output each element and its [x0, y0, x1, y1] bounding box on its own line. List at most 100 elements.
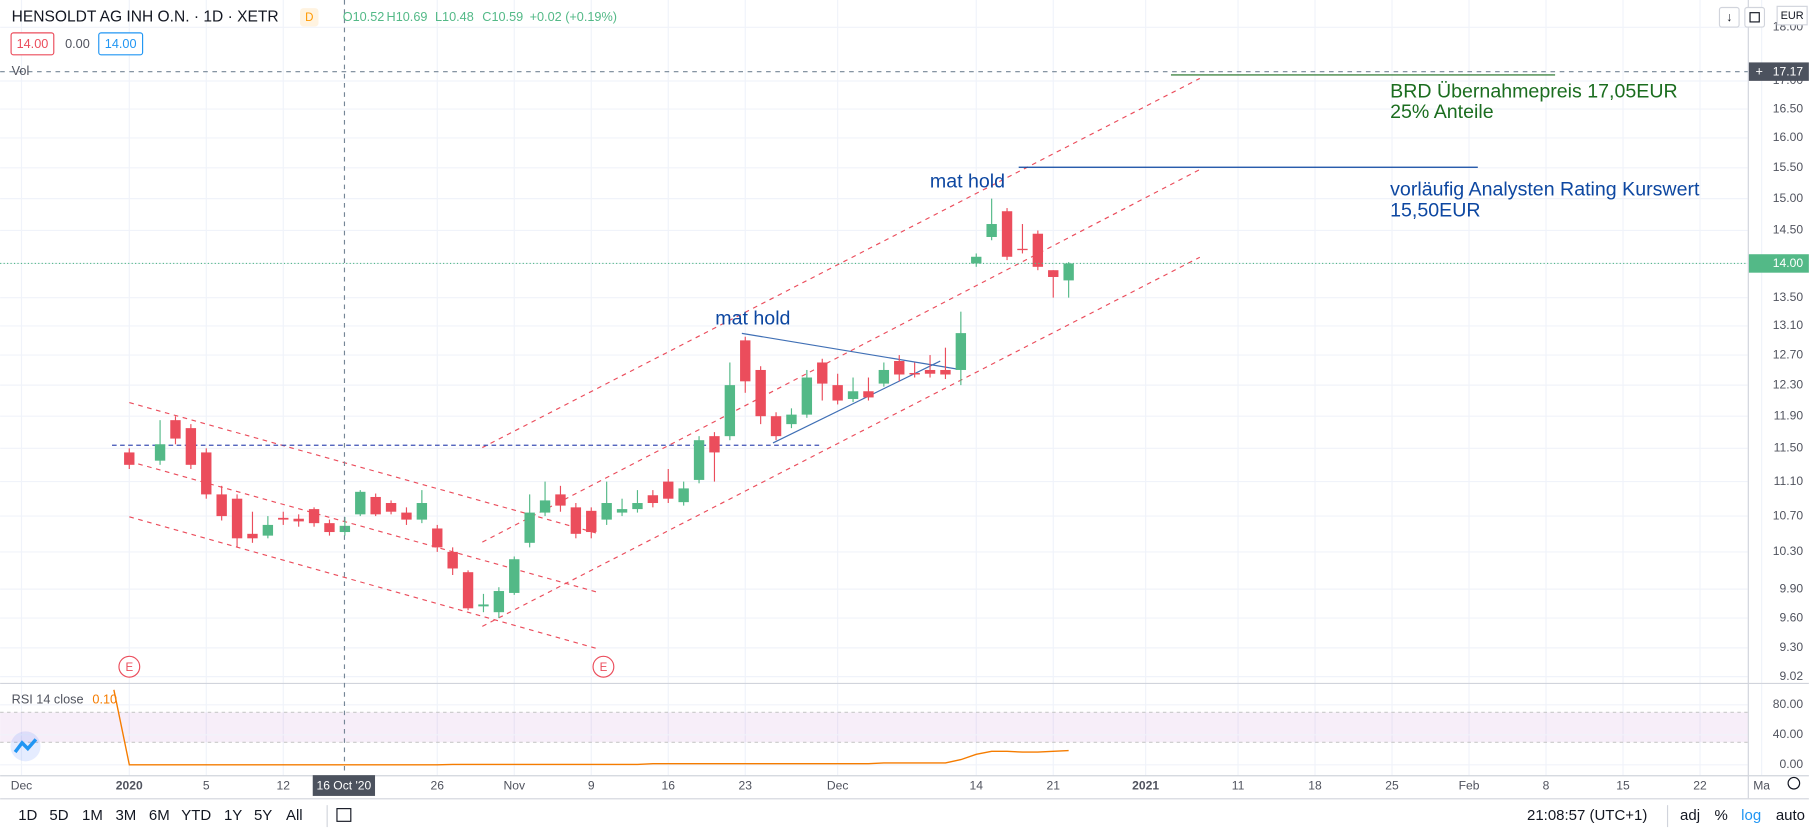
sell-button[interactable]: [10, 32, 55, 56]
channel-line: [129, 516, 601, 650]
reset-button[interactable]: [1744, 6, 1766, 28]
scale-option[interactable]: adj: [1680, 807, 1700, 824]
triangle-line: [772, 360, 941, 444]
candle-body: [478, 604, 489, 607]
range-button[interactable]: YTD: [181, 807, 211, 824]
x-tick-label: 16: [662, 778, 676, 792]
candle-body: [324, 523, 335, 533]
y-tick-label: 14.50: [1773, 223, 1804, 237]
scale-option[interactable]: %: [1715, 807, 1728, 824]
range-button[interactable]: 6M: [149, 807, 170, 824]
candle-body: [693, 440, 705, 480]
candle-body: [786, 414, 797, 425]
rsi-band: [0, 712, 1748, 743]
volume-label: Vol: [12, 64, 30, 78]
y-tick-label: 16.50: [1773, 101, 1804, 115]
ohlc-value: C10.59: [482, 10, 523, 24]
x-tick-label: 14: [970, 778, 984, 792]
scale-option[interactable]: log: [1741, 807, 1761, 824]
date-range-icon[interactable]: [336, 808, 352, 822]
y-tick-label: 16.00: [1773, 130, 1804, 144]
y-tick-label: 13.50: [1773, 290, 1804, 304]
sell-price: 14.00: [17, 37, 49, 51]
y-tick-label: 10.30: [1773, 544, 1804, 558]
candle-body: [1017, 248, 1028, 251]
settings-icon[interactable]: [1787, 776, 1801, 790]
scale-option[interactable]: auto: [1776, 807, 1805, 824]
candle-body: [801, 377, 813, 415]
candle-body: [1032, 233, 1044, 267]
last-price-box: [1748, 254, 1809, 273]
candle-body: [462, 572, 474, 609]
range-button[interactable]: 1M: [82, 807, 103, 824]
range-button[interactable]: 3M: [115, 807, 136, 824]
candle-body: [663, 481, 674, 499]
badge-label: D: [305, 12, 313, 24]
event-label: E: [600, 662, 608, 674]
range-button[interactable]: 5Y: [254, 807, 272, 824]
x-tick-label: 5: [203, 778, 210, 792]
candle-body: [185, 428, 197, 465]
symbol-title: HENSOLDT AG INH O.N. · 1D · XETR: [12, 8, 279, 25]
logo: [13, 738, 38, 754]
event-marker[interactable]: [592, 655, 615, 678]
candle-body: [555, 494, 566, 506]
clock: 21:08:57 (UTC+1): [1527, 807, 1647, 824]
range-button[interactable]: 1D: [18, 807, 37, 824]
annotation: BRD Übernahmepreis 17,05EUR: [1390, 80, 1678, 102]
rsi-tick-label: 80.00: [1773, 697, 1804, 711]
scroll-button[interactable]: [1718, 6, 1740, 28]
x-tick-label: 18: [1308, 778, 1322, 792]
candle-body: [878, 369, 890, 384]
spread: 0.00: [65, 37, 90, 51]
annotation: vorläufig Analysten Rating Kurswert: [1390, 179, 1700, 201]
candle-body: [170, 420, 181, 439]
candle-body: [971, 256, 982, 264]
x-tick-label: 26: [431, 778, 445, 792]
candle-body: [201, 452, 212, 495]
candle-body: [709, 436, 720, 453]
last-price-label: 14.00: [1773, 256, 1804, 270]
crosshair-date-box: [312, 775, 376, 796]
x-tick-label: 25: [1385, 778, 1399, 792]
candle-body: [447, 551, 458, 569]
y-tick-label: 9.02: [1780, 669, 1804, 683]
candle-body: [817, 362, 828, 384]
range-button[interactable]: 1Y: [224, 807, 242, 824]
x-tick-label: 12: [277, 778, 291, 792]
trend-channels: [129, 77, 1201, 650]
candle-body: [293, 518, 304, 522]
buy-button[interactable]: [98, 32, 144, 56]
candle-body: [678, 488, 689, 503]
x-tick-label: 2020: [116, 778, 143, 792]
annotation: 15,50EUR: [1390, 199, 1480, 221]
y-tick-label: 11.90: [1774, 408, 1804, 422]
candle-body: [909, 372, 920, 375]
ohlc-value: L10.48: [435, 10, 474, 24]
range-button[interactable]: 5D: [49, 807, 68, 824]
annotation: mat hold: [715, 308, 790, 330]
candle-body: [370, 496, 381, 515]
scroll-icon: ↓: [1726, 10, 1732, 24]
range-button[interactable]: All: [286, 807, 303, 824]
candle-body: [894, 360, 905, 375]
y-tick-label: 15.50: [1773, 160, 1804, 174]
x-tick-label: Dec: [827, 778, 849, 792]
ohlc-value: H10.69: [387, 10, 428, 24]
event-label: E: [125, 662, 133, 674]
crosshair-plus: +: [1756, 65, 1763, 79]
y-tick-label: 11.10: [1774, 474, 1804, 488]
crosshair-price: 17.17: [1773, 64, 1804, 78]
event-marker[interactable]: [118, 655, 141, 678]
currency: EUR: [1781, 10, 1804, 22]
channel-line: [129, 460, 601, 594]
toolbar: 1D 5D 1M 3M 6M YTD 1Y 5Y All adj% log auto: [18, 807, 1805, 824]
candle-body: [616, 509, 628, 513]
candle-body: [416, 503, 428, 520]
x-tick-label: 23: [739, 778, 753, 792]
candle-body: [524, 512, 535, 543]
rsi-title: RSI 14 close: [12, 693, 84, 707]
x-tick-label: 2021: [1132, 778, 1159, 792]
